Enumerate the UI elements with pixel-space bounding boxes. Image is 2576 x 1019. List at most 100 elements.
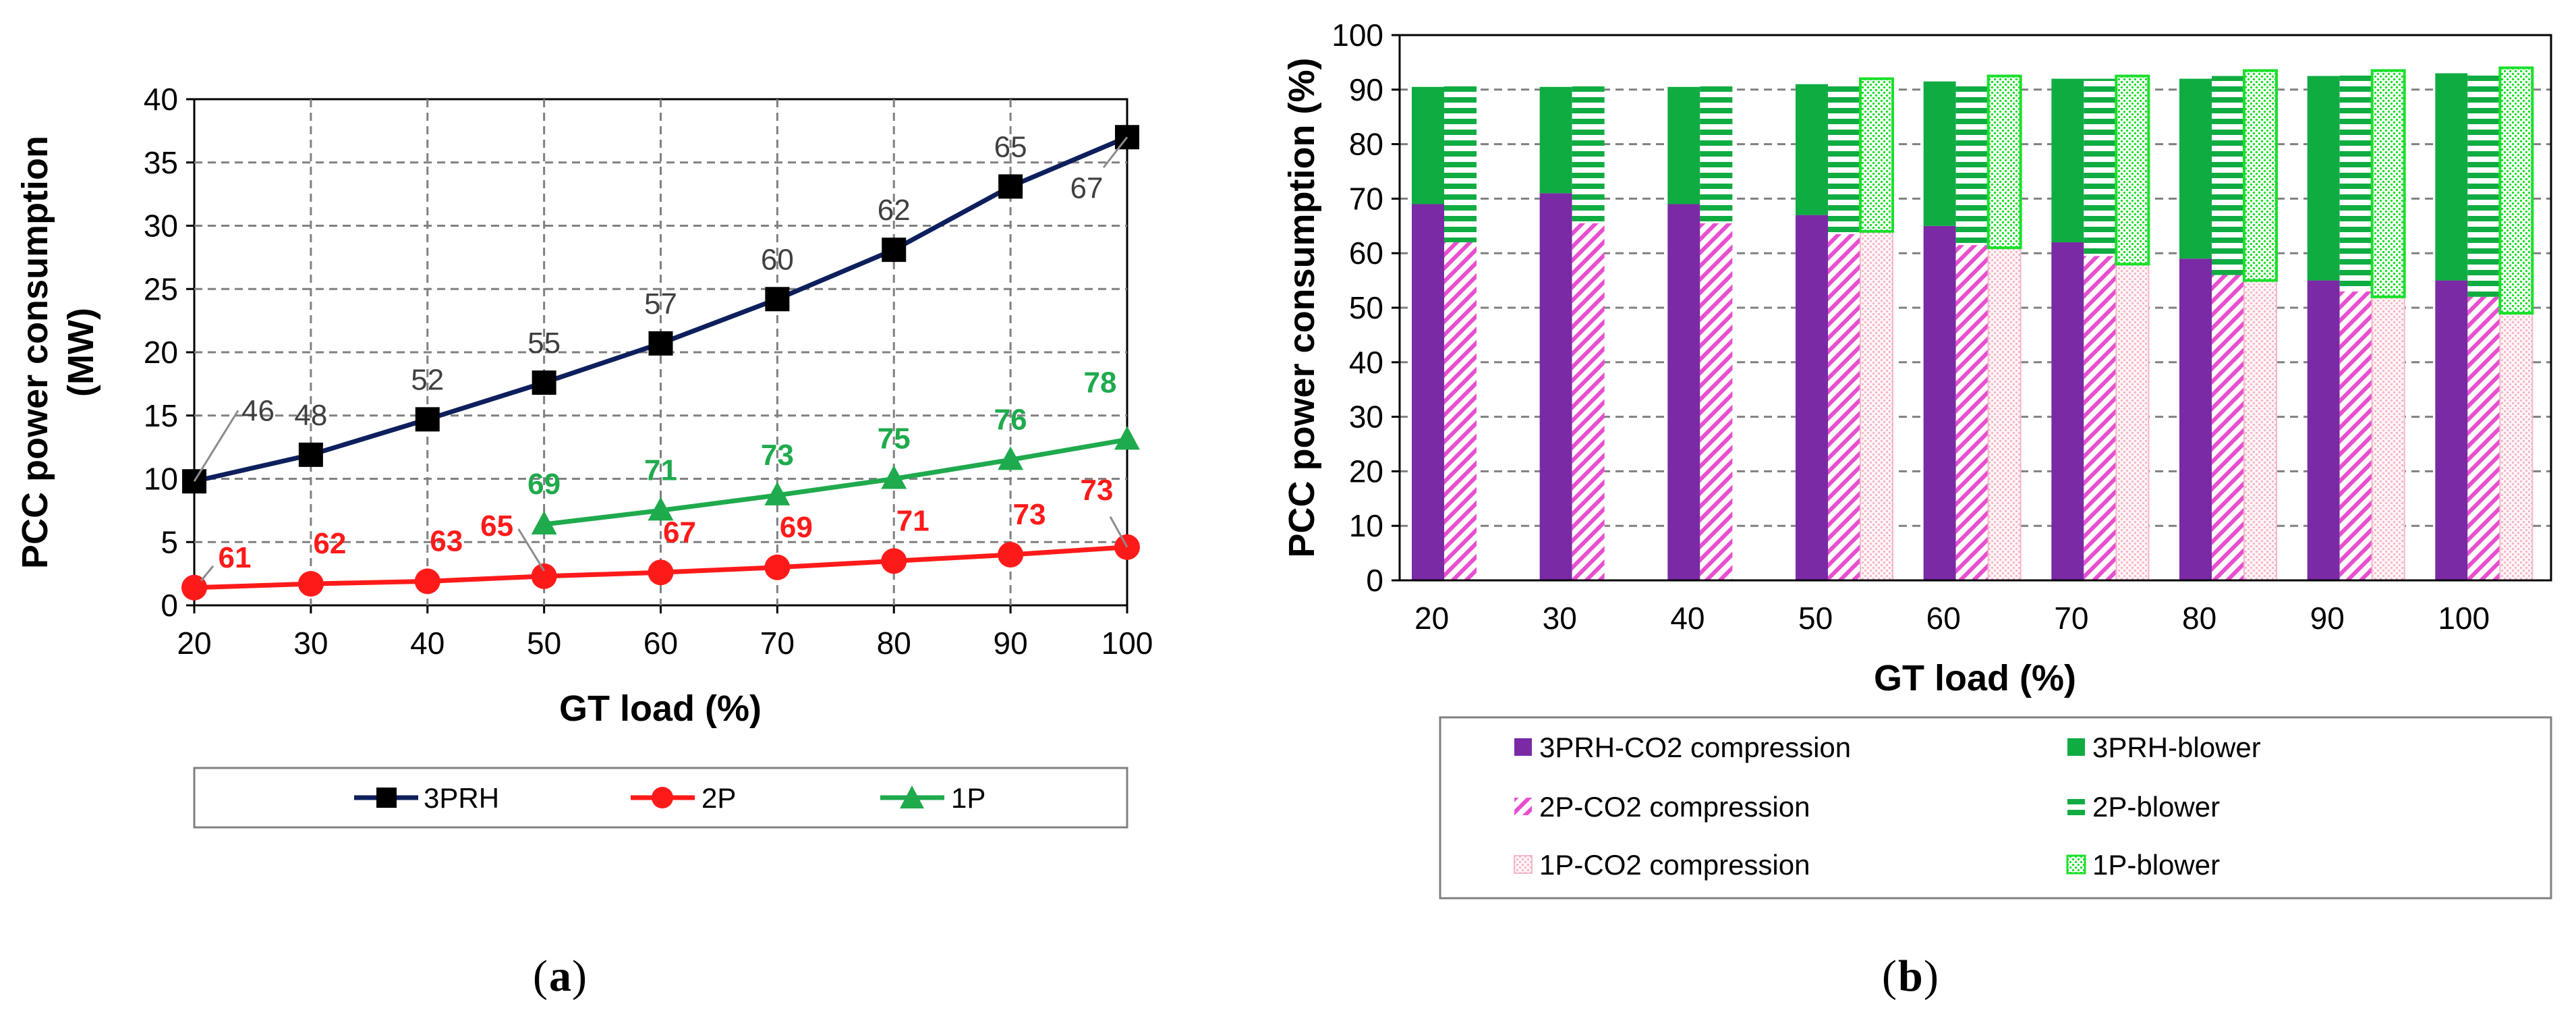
bar-1p-blower-100	[2498, 66, 2534, 315]
bar-3prh-co2-compression-90	[2307, 280, 2340, 580]
caption-b: ( b )	[1882, 952, 1939, 1001]
chart-b-ytick-label: 50	[1349, 290, 1383, 325]
chart-b-xtick-label: 60	[1926, 601, 1961, 636]
chart-a-xtick-label: 60	[643, 626, 678, 661]
point-2p-40	[414, 568, 440, 595]
chart-a-xtick-label: 90	[994, 626, 1028, 661]
data-label-3prh: 62	[878, 194, 911, 227]
svg-text:): )	[572, 952, 587, 1001]
legend-3prh-co2-compression: 3PRH-CO2 compression	[1514, 732, 1851, 763]
data-label-2p: 67	[663, 516, 696, 549]
legend-swatch-green-outline-dotted	[2066, 854, 2086, 875]
point-1p-60	[648, 497, 674, 521]
data-label-2p: 73	[1081, 474, 1114, 507]
bar-2p-co2-compression-90	[2339, 291, 2372, 580]
svg-text:2P-CO2 compression: 2P-CO2 compression	[1539, 791, 1810, 823]
point-2p-20	[181, 574, 207, 601]
bar-3prh-blower-100	[2435, 73, 2468, 281]
bar-2p-co2-compression-50	[1828, 233, 1860, 580]
point-2p-30	[297, 571, 324, 597]
point-1p-100	[1114, 426, 1140, 450]
chart-a-y-ticks: 0 5 10 15 20 25 30 35 40	[144, 82, 194, 623]
svg-text:2P-blower: 2P-blower	[2092, 791, 2220, 823]
bar-2p-co2-compression-20	[1444, 242, 1477, 580]
chart-a-ytick-label: 30	[144, 209, 178, 244]
chart-b-ytick-label: 40	[1349, 345, 1383, 380]
point-2p-60	[648, 559, 674, 586]
chart-a-xtick-label: 20	[177, 626, 211, 661]
bar-1p-blower-90	[2370, 69, 2406, 298]
point-1p-50	[531, 511, 557, 534]
bar-3prh-blower-70	[2051, 78, 2084, 243]
bar-1p-blower-50	[1859, 77, 1894, 233]
legend-triangle-marker-icon	[900, 786, 924, 808]
series-line-1p	[544, 437, 1128, 527]
data-label-leader	[1102, 136, 1128, 169]
bar-3prh-co2-compression-20	[1412, 204, 1444, 581]
point-1p-80	[881, 465, 907, 489]
chart-a-legend	[193, 767, 1128, 829]
legend-circle-marker-icon	[652, 787, 673, 808]
chart-b-y-ticks: 0 10 20 30 40 50 60 70 80 90 100	[1332, 18, 1400, 598]
svg-text:2P: 2P	[702, 782, 736, 814]
data-label-2p: 65	[480, 510, 513, 543]
chart-a-ytick-label: 10	[144, 462, 178, 497]
chart-a-xlabel: GT load (%)	[559, 688, 762, 729]
point-3prh-80	[882, 238, 907, 263]
bar-3prh-co2-compression-40	[1667, 204, 1700, 581]
chart-b-ytick-label: 10	[1349, 508, 1383, 543]
data-label-2p: 62	[313, 527, 346, 560]
bar-3prh-co2-compression-50	[1796, 215, 1828, 580]
legend-3prh: 3PRH	[354, 782, 499, 814]
bar-1p-co2-compression-70	[2115, 263, 2150, 581]
point-1p-70	[764, 481, 791, 505]
data-label-2p: 73	[1013, 498, 1046, 531]
legend-swatch-green-solid	[2067, 738, 2085, 756]
point-2p-90	[998, 542, 1024, 568]
bar-2p-blower-30	[1572, 81, 1605, 223]
chart-a-series	[181, 125, 1140, 601]
svg-text:): )	[1924, 952, 1939, 1001]
chart-b-stacked-bar-chart: 0 10 20 30 40 50 60 70 80 90 100 20 30 40 50 60 70 80 90 1…	[1282, 18, 2552, 1001]
bar-3prh-co2-compression-100	[2435, 280, 2468, 580]
data-label-1p: 76	[994, 403, 1027, 436]
chart-b-xtick-label: 50	[1798, 601, 1833, 636]
bar-3prh-co2-compression-70	[2051, 242, 2084, 580]
data-label-3prh: 48	[294, 399, 327, 432]
point-1p-90	[998, 446, 1024, 470]
data-label-3prh: 46	[241, 394, 275, 427]
data-label-3prh: 67	[1070, 171, 1104, 204]
svg-text:1P: 1P	[951, 782, 985, 814]
data-label-1p: 78	[1084, 366, 1117, 399]
svg-text:3PRH: 3PRH	[424, 782, 499, 814]
chart-a-xtick-label: 50	[527, 626, 561, 661]
legend-3prh-blower: 3PRH-blower	[2067, 732, 2261, 763]
svg-text:1P-blower: 1P-blower	[2092, 849, 2220, 881]
chart-a-gridlines	[194, 99, 1127, 605]
chart-a-ytick-label: 15	[144, 398, 178, 433]
data-label-3prh: 52	[411, 363, 444, 396]
legend-swatch-pink-diagonal	[1514, 798, 1532, 815]
chart-a-ylabel-line1: PCC power consumption	[15, 136, 55, 569]
chart-b-ytick-label: 80	[1349, 127, 1383, 162]
point-2p-80	[881, 548, 907, 574]
bar-2p-blower-20	[1444, 81, 1477, 243]
chart-b-ytick-label: 20	[1349, 453, 1383, 489]
chart-a-ylabel-line2: (MW)	[61, 308, 101, 397]
bar-3prh-blower-60	[1923, 81, 1956, 226]
svg-text:(: (	[1882, 952, 1897, 1001]
bar-2p-co2-compression-100	[2467, 296, 2500, 580]
bar-2p-blower-80	[2212, 76, 2244, 275]
chart-b-xtick-label: 40	[1670, 601, 1705, 636]
bar-3prh-blower-30	[1539, 86, 1572, 194]
bar-1p-co2-compression-50	[1860, 230, 1893, 581]
point-2p-50	[531, 563, 557, 589]
data-label-leader	[517, 528, 545, 572]
bar-1p-blower-80	[2243, 69, 2278, 282]
point-3prh-60	[648, 331, 673, 356]
bar-2p-blower-70	[2084, 78, 2117, 256]
bar-3prh-co2-compression-60	[1923, 225, 1956, 580]
bar-2p-blower-100	[2467, 70, 2500, 297]
data-label-3prh: 55	[527, 327, 561, 360]
